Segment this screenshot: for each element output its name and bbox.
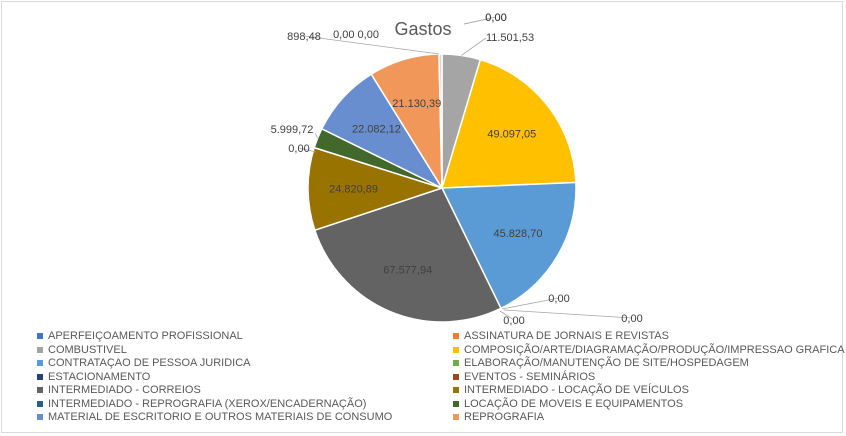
legend-label: ESTACIONAMENTO bbox=[48, 370, 151, 383]
legend-swatch bbox=[453, 414, 459, 420]
pie-slice bbox=[307, 146, 445, 232]
legend-label: MATERIAL DE ESCRITORIO E OUTROS MATERIAI… bbox=[48, 411, 393, 423]
data-label: 0,00 bbox=[485, 12, 506, 24]
leader-line bbox=[314, 132, 318, 139]
data-label: 21.130,39 bbox=[392, 98, 441, 110]
legend-label: INTERMEDIADO - LOCAÇÃO DE VEÍCULOS bbox=[464, 384, 689, 396]
data-label: 24.820,89 bbox=[329, 184, 378, 196]
legend-label: REPROGRAFIA bbox=[464, 411, 545, 423]
data-label: 49.097,05 bbox=[487, 129, 536, 141]
legend-label: COMBUSTIVEL bbox=[48, 343, 127, 356]
legend-label: INTERMEDIADO - REPROGRAFIA (XEROX/ENCADE… bbox=[48, 397, 367, 410]
data-label: 0,00 0,00 bbox=[333, 29, 379, 41]
data-label: 0,00 bbox=[503, 315, 524, 327]
legend-label: APERFEIÇOAMENTO PROFISSIONAL bbox=[48, 330, 243, 342]
legend-label: ELABORAÇÃO/MANUTENÇÃO DE SITE/HOSPEDAGEM bbox=[464, 357, 749, 369]
leader-line bbox=[461, 37, 487, 56]
pie-slice bbox=[440, 181, 577, 310]
leader-line bbox=[503, 309, 633, 319]
data-label: 5.999,72 bbox=[271, 124, 314, 136]
legend-swatch bbox=[37, 414, 43, 420]
data-label: 45.828,70 bbox=[494, 228, 543, 240]
legend-label: COMPOSIÇÃO/ARTE/DIAGRAMAÇÃO/PRODUÇÃO/IMP… bbox=[464, 343, 845, 356]
data-label: 11.501,53 bbox=[486, 32, 534, 44]
pie-slice bbox=[313, 187, 502, 323]
leader-line bbox=[499, 310, 515, 321]
legend-label: EVENTOS - SEMINÁRIOS bbox=[464, 370, 596, 383]
legend-swatch bbox=[453, 373, 459, 380]
pie-slice bbox=[440, 58, 577, 189]
legend-swatch bbox=[37, 346, 43, 353]
leader-line bbox=[501, 297, 560, 310]
legend-swatch bbox=[453, 360, 459, 366]
legend-swatch bbox=[453, 333, 459, 339]
data-label: 0,00 bbox=[288, 143, 309, 155]
data-label: 0,00 bbox=[485, 12, 506, 24]
data-label: 0,00 bbox=[621, 313, 642, 325]
legend-label: ASSINATURA DE JORNAIS E REVISTAS bbox=[464, 330, 669, 342]
legend-swatch bbox=[453, 400, 459, 407]
legend-swatch bbox=[37, 373, 43, 380]
legend-label: CONTRATAÇAO DE PESSOA JURIDICA bbox=[48, 357, 251, 369]
data-label: 898,48 bbox=[287, 31, 321, 43]
leader-line bbox=[298, 147, 317, 153]
data-label: 0,00 bbox=[548, 293, 569, 305]
legend-swatch bbox=[37, 400, 43, 407]
legend-swatch bbox=[37, 333, 43, 339]
leader-line bbox=[303, 35, 440, 55]
legend-swatch bbox=[453, 387, 459, 393]
legend-swatch bbox=[37, 387, 43, 393]
legend-label: LOCAÇÃO DE MOVEIS E EQUIPAMENTOS bbox=[464, 397, 684, 410]
legend-label: INTERMEDIADO - CORREIOS bbox=[48, 384, 201, 396]
leader-line bbox=[463, 16, 497, 25]
legend-swatch bbox=[453, 346, 459, 353]
data-label: 22.082,12 bbox=[352, 124, 401, 136]
legend-swatch bbox=[37, 360, 43, 366]
legend: APERFEIÇOAMENTO PROFISSIONAL ASSINATURA D… bbox=[2, 329, 846, 429]
data-label: 67.577,94 bbox=[383, 265, 432, 277]
chart-title: Gastos bbox=[394, 19, 451, 39]
